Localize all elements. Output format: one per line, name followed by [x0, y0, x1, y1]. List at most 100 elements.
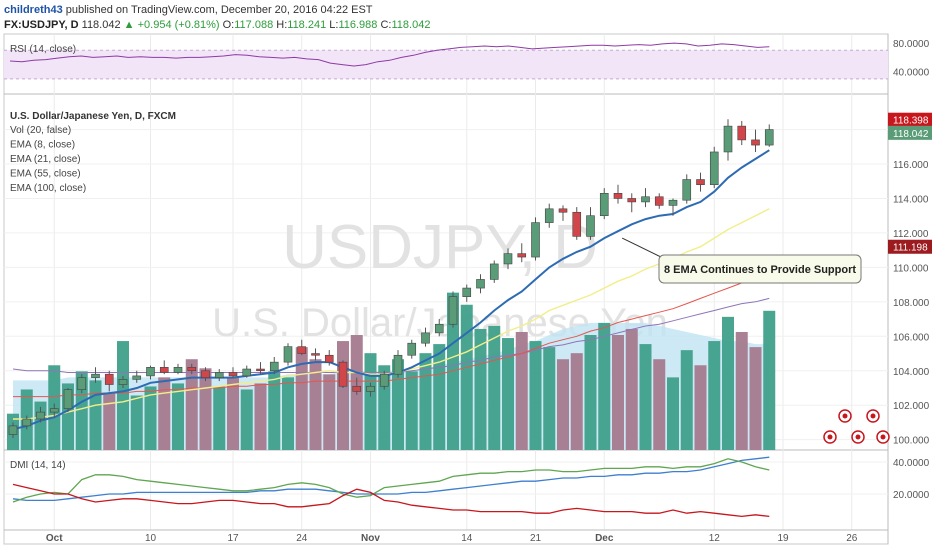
candle[interactable]: [462, 287, 472, 297]
candle[interactable]: [751, 139, 760, 146]
volume-bar: [240, 389, 253, 450]
volume-bar: [447, 292, 459, 450]
x-tick-label: 17: [227, 533, 239, 544]
candle[interactable]: [324, 354, 334, 363]
candle[interactable]: [366, 385, 375, 392]
ohlc-high: 118.241: [287, 19, 327, 31]
candle[interactable]: [737, 125, 747, 141]
candle[interactable]: [311, 353, 320, 356]
candle[interactable]: [764, 129, 774, 146]
volume-bar: [227, 377, 239, 450]
candle[interactable]: [214, 372, 224, 378]
volume-bar: [89, 380, 102, 450]
candle[interactable]: [159, 367, 169, 373]
candle[interactable]: [91, 373, 100, 378]
candle[interactable]: [531, 222, 540, 258]
volume-bar: [625, 328, 638, 450]
candle[interactable]: [599, 193, 609, 217]
candle[interactable]: [517, 253, 527, 258]
candle[interactable]: [187, 367, 197, 372]
price-tag: [888, 239, 932, 254]
candle[interactable]: [489, 263, 499, 280]
x-tick-label: 24: [296, 533, 308, 544]
candle[interactable]: [586, 215, 595, 237]
candle[interactable]: [118, 379, 128, 385]
last-price: 118.042: [81, 19, 121, 31]
ohlc-open: 117.088: [234, 19, 274, 31]
ohlc-close-label: C:: [380, 19, 392, 31]
candle[interactable]: [476, 279, 485, 289]
event-flag-dot-icon: [880, 434, 886, 440]
candle[interactable]: [228, 372, 238, 377]
rsi-y-tick: 80.0000: [893, 39, 930, 50]
candle[interactable]: [104, 373, 114, 385]
price-y-tick: 116.000: [893, 160, 929, 171]
candle[interactable]: [654, 196, 664, 206]
candle[interactable]: [256, 368, 265, 372]
candle[interactable]: [448, 296, 458, 325]
dmi-y-tick: 20.0000: [893, 490, 930, 501]
candle[interactable]: [572, 211, 582, 237]
volume-bar: [392, 359, 404, 450]
volume-bar: [75, 371, 88, 450]
di-plus-line: [12, 458, 770, 503]
candle[interactable]: [613, 193, 623, 199]
ohlc-high-label: H:: [276, 19, 288, 31]
volume-bar: [763, 310, 776, 450]
event-flag-dot-icon: [855, 434, 861, 440]
candle[interactable]: [696, 179, 705, 185]
candle[interactable]: [201, 370, 210, 378]
price-tag: [888, 125, 932, 140]
candle[interactable]: [627, 198, 637, 203]
price-legend-item: Vol (20, false): [10, 125, 71, 136]
candle[interactable]: [338, 361, 348, 387]
ema100-line: [12, 297, 770, 373]
candle[interactable]: [434, 323, 444, 334]
candle[interactable]: [77, 377, 87, 391]
volume-bar: [419, 353, 432, 450]
candle[interactable]: [63, 389, 73, 409]
candle[interactable]: [8, 425, 18, 435]
candle[interactable]: [146, 367, 155, 377]
volume-bar: [543, 347, 556, 450]
candle[interactable]: [269, 361, 279, 372]
candle[interactable]: [132, 375, 142, 380]
x-tick-label: Nov: [361, 533, 380, 544]
candle[interactable]: [709, 151, 719, 185]
candle[interactable]: [36, 411, 45, 420]
author-name[interactable]: childreth43: [4, 4, 63, 16]
candle[interactable]: [558, 208, 568, 213]
candle[interactable]: [297, 346, 307, 354]
dmi-legend: DMI (14, 14): [10, 460, 66, 471]
candle[interactable]: [173, 367, 183, 373]
header-line-2: FX:USDJPY, D 118.042 ▲ +0.954 (+0.81%) O…: [4, 17, 430, 33]
candle[interactable]: [682, 179, 692, 201]
annotation-pointer: [621, 237, 664, 259]
volume-bar: [433, 344, 446, 450]
ohlc-low-label: L:: [329, 19, 339, 31]
volume-bar: [694, 365, 707, 450]
adx-line: [12, 456, 770, 502]
candle[interactable]: [641, 196, 650, 203]
ohlc-open-label: O:: [222, 19, 235, 31]
candle[interactable]: [379, 373, 389, 387]
candle[interactable]: [421, 332, 430, 344]
candle[interactable]: [49, 408, 59, 413]
candle[interactable]: [723, 125, 733, 153]
candle[interactable]: [503, 253, 513, 265]
candle[interactable]: [283, 346, 293, 363]
candle[interactable]: [242, 368, 252, 377]
candle[interactable]: [352, 385, 362, 392]
candle[interactable]: [407, 342, 417, 356]
candle[interactable]: [393, 354, 403, 375]
candle[interactable]: [668, 199, 678, 206]
volume-bar: [460, 304, 473, 450]
price-y-tick: 102.000: [893, 401, 930, 412]
candle[interactable]: [544, 208, 554, 223]
header-line-1: childreth43 published on TradingView.com…: [4, 2, 373, 18]
volume-bar: [117, 341, 129, 450]
candle[interactable]: [22, 418, 32, 427]
up-arrow-icon: ▲: [123, 19, 135, 31]
published-info: published on TradingView.com, December 2…: [65, 4, 373, 16]
